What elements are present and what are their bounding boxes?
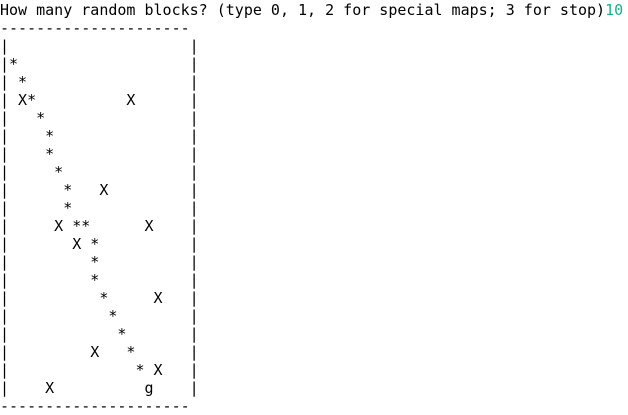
map-line: | * X | — [0, 361, 199, 379]
user-input-value[interactable]: 10 — [605, 1, 624, 19]
prompt-line: How many random blocks? (type 0, 1, 2 fo… — [0, 1, 628, 19]
map-line: | X ** X | — [0, 217, 199, 235]
map-line: | X* X | — [0, 91, 199, 109]
map-line: | X * | — [0, 235, 199, 253]
map-line: | X g | — [0, 379, 199, 397]
map-output: --------------------- | | |* | | * | | X… — [0, 19, 628, 415]
map-line: | * | — [0, 127, 199, 145]
map-line: | * | — [0, 325, 199, 343]
map-line: | * | — [0, 307, 199, 325]
map-line: | * X | — [0, 289, 199, 307]
map-line: | X * | — [0, 343, 199, 361]
map-line: | * X | — [0, 181, 199, 199]
map-line: | * | — [0, 253, 199, 271]
map-line: | * | — [0, 73, 199, 91]
map-line: |* | — [0, 55, 199, 73]
map-line: | * | — [0, 163, 199, 181]
map-line: --------------------- — [0, 397, 190, 415]
prompt-text: How many random blocks? (type 0, 1, 2 fo… — [0, 1, 606, 19]
map-line: | * | — [0, 109, 199, 127]
map-line: --------------------- — [0, 19, 190, 37]
map-line: | * | — [0, 271, 199, 289]
map-line: | * | — [0, 199, 199, 217]
map-line: | | — [0, 37, 199, 55]
map-line: | * | — [0, 145, 199, 163]
